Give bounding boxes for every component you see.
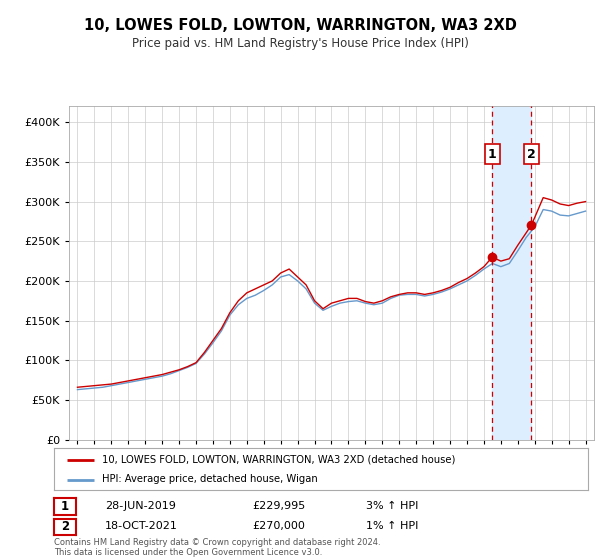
Text: 1% ↑ HPI: 1% ↑ HPI [366,521,418,531]
Text: £270,000: £270,000 [252,521,305,531]
Text: HPI: Average price, detached house, Wigan: HPI: Average price, detached house, Wiga… [102,474,318,484]
Text: Price paid vs. HM Land Registry's House Price Index (HPI): Price paid vs. HM Land Registry's House … [131,37,469,50]
Text: 28-JUN-2019: 28-JUN-2019 [105,501,176,511]
Text: 10, LOWES FOLD, LOWTON, WARRINGTON, WA3 2XD: 10, LOWES FOLD, LOWTON, WARRINGTON, WA3 … [83,18,517,32]
Text: 1: 1 [488,147,497,161]
Text: 2: 2 [527,147,536,161]
Text: 2: 2 [61,520,69,534]
Text: 10, LOWES FOLD, LOWTON, WARRINGTON, WA3 2XD (detached house): 10, LOWES FOLD, LOWTON, WARRINGTON, WA3 … [102,455,455,465]
Text: £229,995: £229,995 [252,501,305,511]
Text: 18-OCT-2021: 18-OCT-2021 [105,521,178,531]
Text: 3% ↑ HPI: 3% ↑ HPI [366,501,418,511]
Text: 1: 1 [61,500,69,513]
Bar [492,106,531,440]
Text: Contains HM Land Registry data © Crown copyright and database right 2024.
This d: Contains HM Land Registry data © Crown c… [54,538,380,557]
